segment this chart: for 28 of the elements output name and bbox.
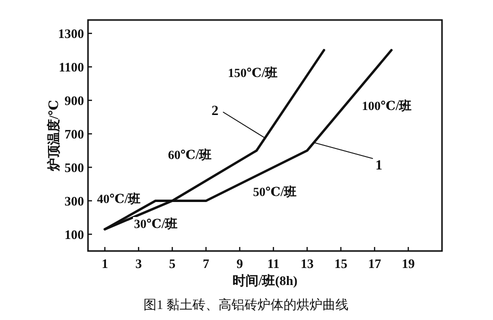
- annotation: 50℃/班: [253, 185, 297, 199]
- y-tick-label: 1100: [58, 59, 84, 74]
- x-tick-label: 17: [368, 256, 382, 271]
- x-axis-title: 时间/班(8h): [232, 273, 298, 288]
- annotation: 60℃/班: [168, 148, 212, 162]
- x-tick-label: 5: [169, 256, 176, 271]
- x-tick-label: 19: [402, 256, 416, 271]
- y-tick-label: 100: [64, 226, 84, 242]
- x-tick-label: 11: [267, 256, 280, 271]
- y-axis-title: 炉顶温度/℃: [46, 100, 61, 172]
- y-tick-label: 300: [64, 193, 84, 208]
- x-tick-label: 1: [102, 256, 108, 271]
- y-tick-label: 500: [64, 160, 84, 175]
- x-tick-label: 13: [300, 256, 314, 271]
- annotation: 40℃/班: [97, 192, 141, 206]
- caption: 图1 黏土砖、高铝砖炉体的烘炉曲线: [144, 297, 348, 312]
- annotation: 150℃/班: [228, 66, 278, 80]
- y-tick-label: 700: [64, 126, 84, 142]
- y-tick-label: 900: [64, 92, 84, 108]
- annotation: 2: [212, 104, 218, 120]
- x-tick-label: 3: [135, 256, 142, 271]
- y-tick-label: 1300: [58, 26, 84, 41]
- annotation: 30℃/班: [134, 217, 178, 231]
- x-tick-label: 9: [236, 256, 244, 271]
- x-tick-label: 7: [202, 256, 210, 271]
- annotation: 100℃/班: [362, 99, 412, 113]
- x-tick-label: 15: [334, 256, 348, 271]
- annotation: 1: [375, 158, 382, 174]
